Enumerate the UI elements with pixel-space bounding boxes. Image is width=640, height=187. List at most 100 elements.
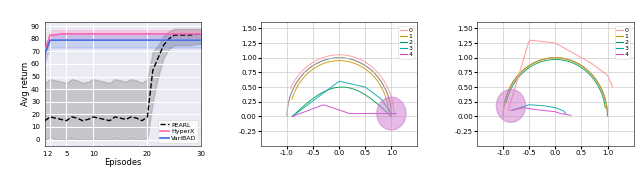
PEARL bbox=[52, 117, 60, 119]
HyperX bbox=[132, 33, 140, 35]
PEARL bbox=[187, 34, 195, 36]
PEARL bbox=[41, 119, 49, 122]
VariBAD bbox=[57, 39, 65, 41]
PEARL bbox=[176, 34, 184, 36]
PEARL bbox=[90, 116, 97, 118]
VariBAD bbox=[165, 39, 173, 41]
Y-axis label: Avg return: Avg return bbox=[20, 62, 29, 106]
HyperX bbox=[116, 33, 124, 35]
PEARL bbox=[127, 116, 135, 118]
VariBAD bbox=[63, 39, 70, 41]
PEARL bbox=[74, 117, 81, 119]
VariBAD bbox=[154, 39, 162, 41]
HyperX bbox=[149, 33, 157, 35]
HyperX bbox=[170, 33, 178, 35]
HyperX bbox=[138, 33, 146, 35]
VariBAD bbox=[138, 39, 146, 41]
HyperX bbox=[154, 33, 162, 35]
VariBAD bbox=[116, 39, 124, 41]
HyperX bbox=[68, 33, 76, 35]
PEARL bbox=[154, 57, 162, 59]
PEARL bbox=[122, 118, 130, 121]
PEARL bbox=[198, 33, 205, 35]
HyperX bbox=[122, 33, 130, 35]
HyperX bbox=[187, 33, 195, 35]
VariBAD bbox=[181, 39, 189, 41]
Line: PEARL: PEARL bbox=[45, 34, 202, 121]
HyperX bbox=[160, 33, 168, 35]
VariBAD bbox=[187, 39, 195, 41]
Line: HyperX: HyperX bbox=[45, 34, 202, 51]
PEARL bbox=[100, 118, 108, 121]
HyperX bbox=[176, 33, 184, 35]
VariBAD bbox=[74, 39, 81, 41]
VariBAD bbox=[170, 39, 178, 41]
VariBAD bbox=[192, 39, 200, 41]
Circle shape bbox=[377, 97, 406, 130]
VariBAD bbox=[149, 39, 157, 41]
HyperX bbox=[181, 33, 189, 35]
PEARL bbox=[192, 33, 200, 35]
PEARL bbox=[132, 117, 140, 119]
VariBAD bbox=[132, 39, 140, 41]
HyperX bbox=[95, 33, 102, 35]
VariBAD bbox=[95, 39, 102, 41]
VariBAD bbox=[176, 39, 184, 41]
HyperX bbox=[192, 33, 200, 35]
VariBAD bbox=[52, 39, 60, 41]
Legend: PEARL, HyperX, VariBAD: PEARL, HyperX, VariBAD bbox=[158, 120, 198, 143]
VariBAD bbox=[106, 39, 113, 41]
PEARL bbox=[111, 116, 119, 118]
VariBAD bbox=[100, 39, 108, 41]
HyperX bbox=[90, 33, 97, 35]
VariBAD bbox=[127, 39, 135, 41]
PEARL bbox=[57, 118, 65, 121]
VariBAD bbox=[143, 39, 151, 41]
HyperX bbox=[165, 33, 173, 35]
PEARL bbox=[170, 34, 178, 36]
HyperX bbox=[63, 33, 70, 35]
VariBAD bbox=[122, 39, 130, 41]
PEARL bbox=[149, 69, 157, 71]
PEARL bbox=[143, 116, 151, 118]
VariBAD bbox=[68, 39, 76, 41]
HyperX bbox=[111, 33, 119, 35]
VariBAD bbox=[160, 39, 168, 41]
PEARL bbox=[165, 38, 173, 40]
PEARL bbox=[106, 119, 113, 122]
PEARL bbox=[160, 44, 168, 46]
Legend: 0, 1, 2, 3, 4: 0, 1, 2, 3, 4 bbox=[614, 26, 630, 59]
VariBAD bbox=[46, 39, 54, 41]
HyperX bbox=[100, 33, 108, 35]
X-axis label: Episodes: Episodes bbox=[104, 158, 142, 167]
Legend: 0, 1, 2, 3, 4: 0, 1, 2, 3, 4 bbox=[399, 26, 414, 59]
VariBAD bbox=[111, 39, 119, 41]
VariBAD bbox=[198, 39, 205, 41]
HyperX bbox=[127, 33, 135, 35]
HyperX bbox=[74, 33, 81, 35]
PEARL bbox=[79, 119, 86, 122]
PEARL bbox=[63, 119, 70, 122]
PEARL bbox=[95, 117, 102, 119]
PEARL bbox=[138, 119, 146, 122]
HyperX bbox=[198, 33, 205, 35]
PEARL bbox=[84, 118, 92, 121]
PEARL bbox=[46, 116, 54, 118]
VariBAD bbox=[41, 53, 49, 55]
Circle shape bbox=[496, 89, 525, 122]
HyperX bbox=[106, 33, 113, 35]
VariBAD bbox=[79, 39, 86, 41]
Line: VariBAD: VariBAD bbox=[45, 40, 202, 54]
PEARL bbox=[68, 116, 76, 118]
HyperX bbox=[46, 34, 54, 36]
HyperX bbox=[79, 33, 86, 35]
VariBAD bbox=[90, 39, 97, 41]
HyperX bbox=[143, 33, 151, 35]
PEARL bbox=[181, 34, 189, 36]
HyperX bbox=[57, 33, 65, 35]
HyperX bbox=[52, 34, 60, 36]
PEARL bbox=[116, 117, 124, 119]
VariBAD bbox=[84, 39, 92, 41]
HyperX bbox=[41, 50, 49, 53]
HyperX bbox=[84, 33, 92, 35]
